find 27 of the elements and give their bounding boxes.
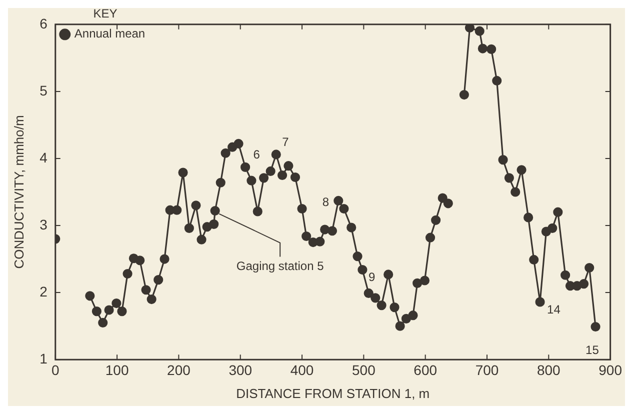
x-tick-label: 100: [105, 362, 129, 378]
x-tick-label: 300: [228, 362, 252, 378]
x-tick-label: 0: [51, 362, 60, 378]
x-axis-title: DISTANCE FROM STATION 1, m: [236, 386, 430, 401]
y-tick-label: 6: [40, 15, 48, 32]
x-tick-label: 900: [598, 362, 622, 378]
y-tick-label: 2: [40, 283, 48, 300]
x-tick-label: 700: [475, 362, 499, 378]
y-tick-label: 5: [40, 82, 48, 98]
x-tick-label: 400: [290, 362, 314, 378]
annotation: 7: [282, 134, 290, 149]
y-tick-label: 4: [40, 149, 48, 166]
x-tick-label: 600: [414, 362, 438, 378]
annotation: 8: [322, 195, 330, 210]
annotation: 14: [547, 302, 561, 316]
y-tick-label: 3: [40, 216, 48, 232]
annotation: 15: [586, 343, 600, 358]
x-tick-label: 500: [352, 362, 376, 378]
legend-title: KEY: [93, 6, 118, 20]
annotation: 6: [253, 148, 260, 162]
y-axis-title: CONDUCTIVITY, mmho/m: [11, 115, 26, 269]
x-tick-label: 200: [167, 362, 191, 378]
x-tick-label: 800: [536, 362, 561, 378]
legend-label: Annual mean: [74, 26, 146, 41]
annotation: Gaging station 5: [236, 259, 324, 274]
y-tick-label: 1: [40, 350, 48, 366]
annotation: 9: [368, 270, 376, 284]
